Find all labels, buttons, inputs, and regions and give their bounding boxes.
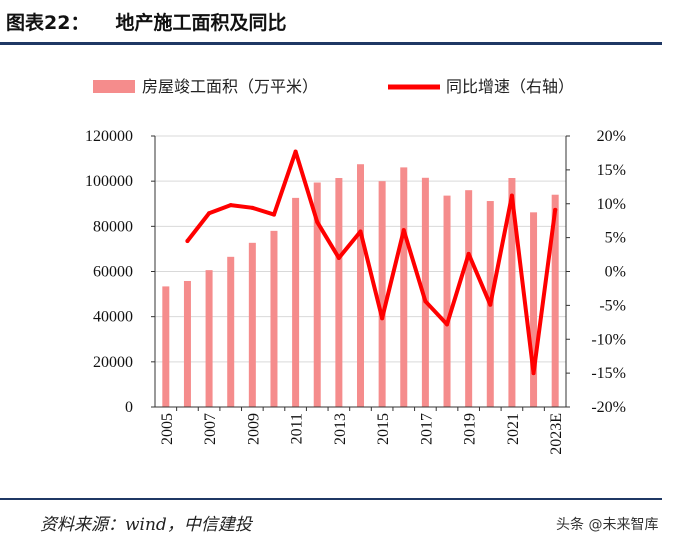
x-tick-label: 2023E (548, 413, 565, 455)
legend-line-label: 同比增速（右轴） (446, 77, 574, 96)
right-tick-label: 15% (597, 162, 626, 179)
line-point-2010 (271, 212, 276, 217)
x-tick-label: 2017 (418, 413, 435, 445)
legend-bar-label: 房屋竣工面积（万平米） (142, 77, 318, 96)
x-tick-label: 2015 (375, 413, 392, 445)
line-point-2007 (207, 211, 212, 216)
bar-2006 (183, 280, 191, 407)
line-point-2012 (315, 220, 320, 225)
x-tick-label: 2009 (245, 413, 262, 445)
bar-2019 (465, 190, 473, 407)
bar-2015 (378, 181, 386, 407)
bar-2021 (508, 178, 516, 407)
bar-2022 (530, 212, 538, 407)
bar-2005 (162, 286, 170, 407)
bar-2017 (421, 177, 429, 407)
axes (151, 135, 570, 411)
bar-2018 (443, 195, 451, 407)
left-tick-label: 40000 (93, 309, 133, 326)
watermark-text: 头条 @未来智库 (556, 517, 659, 533)
bar-2011 (292, 197, 300, 407)
figure-title: 图表22： 地产施工面积及同比 (6, 8, 286, 35)
line-point-2023E (553, 207, 558, 212)
right-tick-label: -10% (591, 331, 626, 348)
line-point-2008 (228, 203, 233, 208)
left-tick-label: 0 (125, 399, 133, 416)
bar-2016 (400, 167, 408, 407)
line-point-2021 (509, 193, 514, 198)
line-point-2014 (358, 229, 363, 234)
line-point-2019 (466, 251, 471, 256)
x-tick-label: 2005 (159, 413, 176, 445)
x-tick-label: 2021 (505, 413, 522, 445)
line-point-2022 (531, 371, 536, 376)
line-series (185, 149, 558, 376)
bar-2014 (357, 164, 364, 407)
right-tick-label: -20% (591, 399, 626, 416)
right-tick-label: 20% (597, 128, 626, 145)
growth-rate-line (185, 149, 558, 376)
legend-bar-swatch (93, 80, 135, 93)
x-tick-label: 2013 (332, 413, 349, 445)
source-note: 资料来源：wind，中信建投 (40, 515, 252, 535)
right-tick-label: 5% (605, 230, 626, 247)
bottom-rule (0, 498, 662, 500)
left-tick-label: 80000 (93, 218, 133, 235)
bar-2007 (205, 270, 213, 407)
bar-2012 (313, 182, 321, 407)
line-point-2016 (401, 228, 406, 233)
right-axis-ticks: -20% -15% -10% -5% 0% 5% 10% 15% 20% (591, 128, 626, 416)
x-tick-label: 2019 (462, 413, 479, 445)
x-tick-label: 2011 (289, 413, 306, 444)
left-tick-label: 20000 (93, 354, 133, 371)
line-point-2018 (445, 322, 450, 327)
right-tick-label: -5% (599, 297, 626, 314)
left-axis-ticks: 0 20000 40000 60000 80000 100000 120000 (85, 128, 133, 416)
line-point-2015 (380, 316, 385, 321)
figure-label: 图表22： (6, 12, 90, 34)
figure-title-text: 地产施工面积及同比 (115, 12, 287, 34)
legend: 房屋竣工面积（万平米） 同比增速（右轴） (93, 77, 574, 96)
right-tick-label: 0% (605, 264, 626, 281)
bar-2008 (227, 256, 235, 407)
line-point-2006 (185, 239, 190, 244)
left-tick-label: 60000 (93, 264, 133, 281)
line-point-2009 (250, 205, 255, 210)
bar-2013 (335, 178, 343, 407)
right-tick-label: 10% (597, 196, 626, 213)
bar-2010 (270, 230, 278, 407)
left-tick-label: 120000 (85, 128, 133, 145)
x-axis-ticks: 2005 2007 2009 2011 2013 2015 2017 2019 2021 2023… (159, 413, 565, 455)
top-rule (0, 42, 662, 45)
right-tick-label: -15% (591, 365, 626, 382)
line-point-2017 (423, 299, 428, 304)
left-tick-label: 100000 (85, 173, 133, 190)
bar-2023E (551, 194, 559, 407)
line-point-2013 (336, 255, 341, 260)
bar-series (162, 164, 559, 407)
line-point-2020 (488, 302, 493, 307)
x-tick-label: 2007 (202, 413, 219, 445)
line-point-2011 (293, 149, 298, 154)
bar-2009 (248, 242, 256, 407)
